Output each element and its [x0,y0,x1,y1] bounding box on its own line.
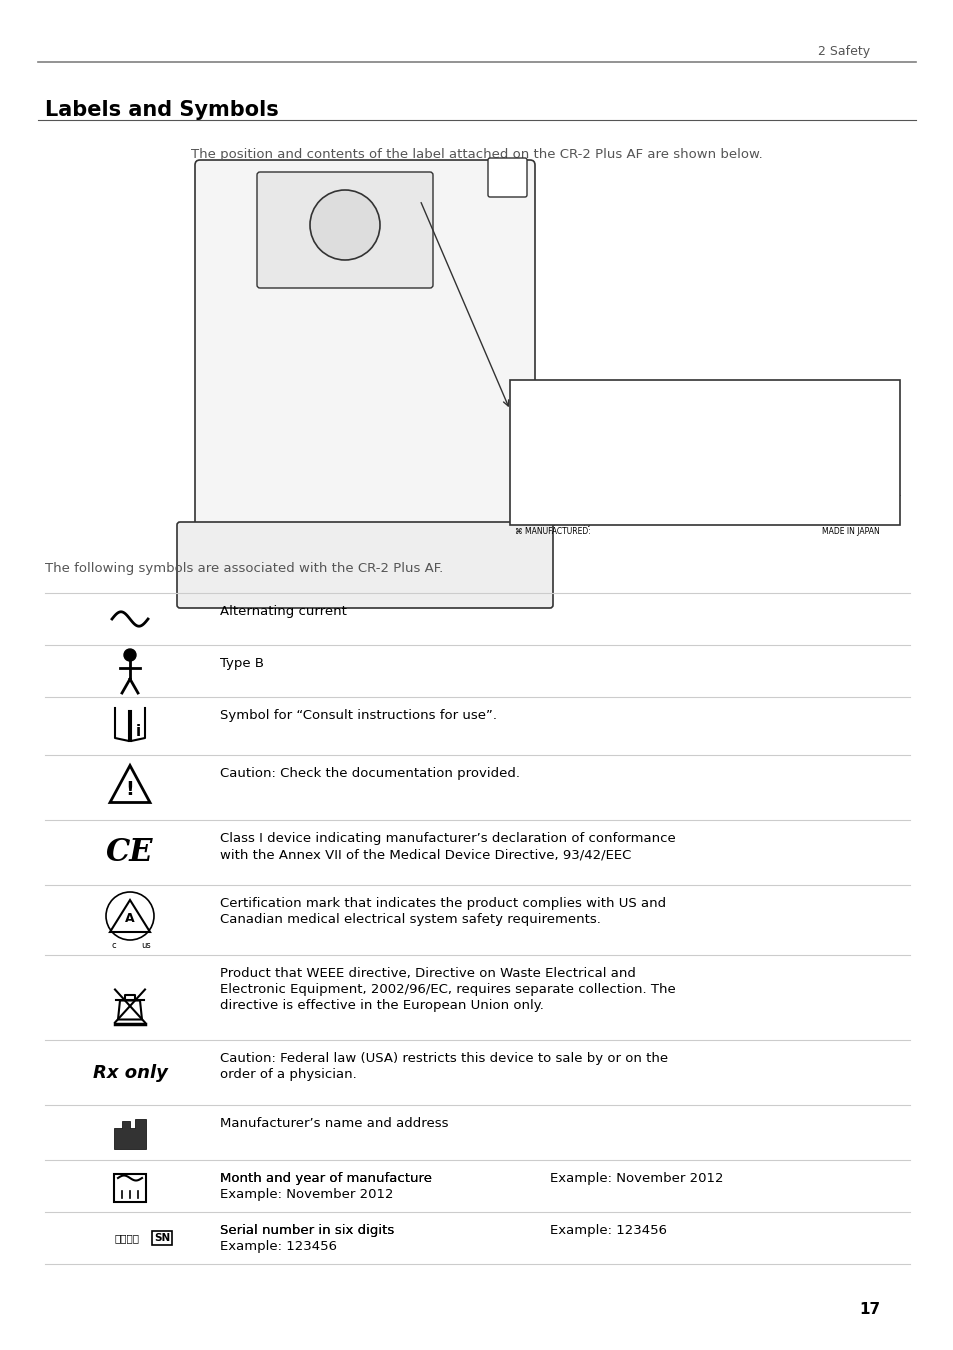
Text: Rx only: Rx only [515,491,542,500]
Text: MADE IN JAPAN: MADE IN JAPAN [821,526,879,536]
FancyBboxPatch shape [256,171,433,288]
Text: 製品販売業者: 製品販売業者 [709,385,737,394]
Text: 管理医療機器: 管理医療機器 [800,435,827,444]
Text: Digital Retinal Camera CR-2 Plus AF: Digital Retinal Camera CR-2 Plus AF [559,385,720,394]
Text: i: i [135,724,140,738]
Text: 30-2, SHIMOMARUKO 3-CHOME,: 30-2, SHIMOMARUKO 3-CHOME, [515,509,640,518]
Text: marked "HOSPITAL GRADE".: marked "HOSPITAL GRADE". [515,482,621,491]
Text: 医療機器のクラス: 医療機器のクラス [709,435,746,444]
Text: The position and contents of the label attached on the CR-2 Plus AF are shown be: The position and contents of the label a… [191,148,762,161]
Text: 一般的名称: 一般的名称 [709,405,732,414]
Text: CE: CE [106,837,153,868]
Text: 224ABBZX00163000: 224ABBZX00163000 [800,425,879,433]
Text: Electronic Equipment, 2002/96/EC, requires separate collection. The: Electronic Equipment, 2002/96/EC, requir… [220,983,675,996]
Text: 17: 17 [859,1303,880,1318]
Text: 製造番号: 製造番号 [115,1233,140,1243]
Text: order of a physician.: order of a physician. [220,1068,356,1081]
Text: Month and year of manufacture: Month and year of manufacture [220,1172,432,1185]
FancyBboxPatch shape [194,161,535,531]
Text: connected to an equivalent receptacle: connected to an equivalent receptacle [515,472,662,482]
Circle shape [124,649,136,662]
Text: デジタル眼底カメラ CR-2 Plus AF: デジタル眼底カメラ CR-2 Plus AF [800,414,891,424]
Text: 販売名: 販売名 [709,414,723,424]
Text: directive is effective in the European Union only.: directive is effective in the European U… [220,999,543,1012]
Text: Example: November 2012: Example: November 2012 [220,1188,393,1202]
Text: 眼底カメラ: 眼底カメラ [800,405,822,414]
Text: Manufacturer’s name and address: Manufacturer’s name and address [220,1116,448,1130]
Text: achieved when the equipment is: achieved when the equipment is [515,464,639,472]
Text: Caution: Check the documentation provided.: Caution: Check the documentation provide… [220,767,519,780]
Text: Labels and Symbols: Labels and Symbols [45,100,278,120]
Text: OHTA-KU, TOKYO, JAPAN: OHTA-KU, TOKYO, JAPAN [515,518,610,526]
Polygon shape [113,1119,146,1149]
Text: ⌘ MANUFACTURED:: ⌘ MANUFACTURED: [515,526,590,536]
Text: 特定役可能医療機器: 特定役可能医療機器 [800,446,841,454]
Text: Example: November 2012: Example: November 2012 [550,1172,722,1185]
Text: 住所: 住所 [709,396,719,404]
Circle shape [310,190,379,261]
Text: Month and year of manufacture: Month and year of manufacture [220,1172,432,1185]
FancyBboxPatch shape [510,379,899,525]
Text: Example: 123456: Example: 123456 [220,1241,336,1253]
Text: us: us [141,941,151,950]
Text: Canon: Canon [515,385,555,396]
Text: 100-240V∼: 100-240V∼ [515,400,565,409]
Text: 東京都大田区下丸子3-30-2: 東京都大田区下丸子3-30-2 [800,396,865,404]
Text: 医療機器認証番号: 医療機器認証番号 [709,425,746,433]
Text: The following symbols are associated with the CR-2 Plus AF.: The following symbols are associated wit… [45,562,443,575]
Text: Serial number in six digits: Serial number in six digits [220,1224,394,1237]
FancyBboxPatch shape [177,522,553,608]
Text: Caution: Federal law (USA) restricts this device to sale by or on the: Caution: Federal law (USA) restricts thi… [220,1052,667,1065]
Text: c: c [112,941,116,950]
Text: with the Annex VII of the Medical Device Directive, 93/42/EEC: with the Annex VII of the Medical Device… [220,848,631,861]
Text: Class I device indicating manufacturer’s declaration of conformance: Class I device indicating manufacturer’s… [220,832,675,845]
Text: SN: SN [153,1233,170,1243]
Text: 1.8-0.8A: 1.8-0.8A [649,400,687,409]
Text: 50/60Hz: 50/60Hz [589,400,627,409]
Text: 製造番号 SN: 製造番号 SN [515,448,546,458]
Text: Serial number in six digits: Serial number in six digits [220,1224,394,1237]
Text: !: ! [126,780,134,799]
Text: Product that WEEE directive, Directive on Waste Electrical and: Product that WEEE directive, Directive o… [220,967,636,980]
Text: Symbol for “Consult instructions for use”.: Symbol for “Consult instructions for use… [220,709,497,722]
Text: Type B: Type B [220,657,264,670]
Text: Certification mark that indicates the product complies with US and: Certification mark that indicates the pr… [220,896,665,910]
Text: Canadian medical electrical system safety requirements.: Canadian medical electrical system safet… [220,913,600,926]
Text: Rx only: Rx only [92,1064,168,1081]
FancyBboxPatch shape [488,158,526,197]
Text: Example: 123456: Example: 123456 [550,1224,666,1237]
Text: 2 Safety: 2 Safety [817,46,869,58]
Text: A: A [125,911,134,925]
Text: ■ CANON INC.: ■ CANON INC. [515,500,570,509]
Text: Grounding reliability can only be: Grounding reliability can only be [515,455,639,464]
Text: Alternating current: Alternating current [220,605,347,618]
Text: CE: CE [515,440,531,454]
Text: ✓: ✓ [501,167,514,182]
Text: キヤノン株式会社: キヤノン株式会社 [800,385,836,394]
